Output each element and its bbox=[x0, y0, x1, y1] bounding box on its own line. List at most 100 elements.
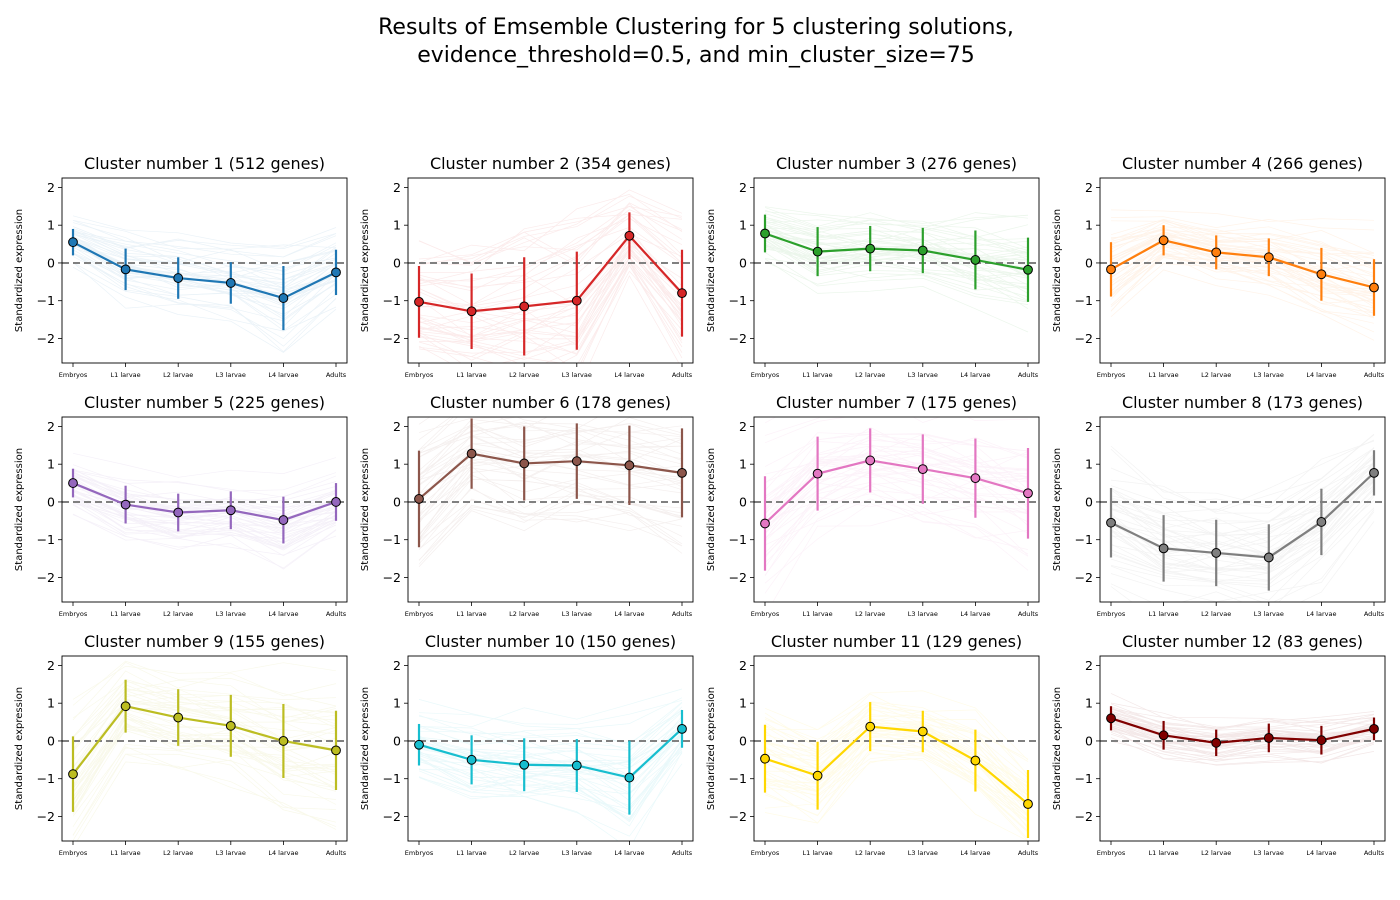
gene-trace bbox=[72, 247, 337, 295]
gene-trace bbox=[418, 237, 683, 347]
gene-trace bbox=[764, 706, 1029, 777]
gene-trace bbox=[418, 214, 683, 273]
mean-point bbox=[1023, 264, 1033, 275]
gene-trace bbox=[72, 514, 337, 569]
mean-point bbox=[414, 494, 424, 504]
gene-trace bbox=[72, 464, 337, 492]
chart-title: Cluster number 11 (129 genes) bbox=[771, 632, 1022, 651]
x-tick-label: L3 larvae bbox=[216, 849, 246, 857]
mean-point bbox=[173, 273, 184, 283]
gene-trace bbox=[764, 729, 1029, 829]
gene-trace bbox=[418, 417, 683, 454]
gene-trace bbox=[764, 471, 1029, 554]
gene-trace bbox=[764, 737, 1029, 796]
y-tick-label: 1 bbox=[393, 218, 401, 233]
gene-trace bbox=[764, 417, 941, 436]
mean-point bbox=[1158, 235, 1169, 246]
chart-panel-10: −2 −1 0 1 2 Embryos L1 larvae L2 larvae L3 larva… bbox=[360, 632, 694, 857]
gene-trace bbox=[1110, 257, 1375, 314]
mean-point bbox=[68, 237, 78, 248]
x-tick-label: L3 larvae bbox=[1254, 849, 1284, 857]
plot-area bbox=[754, 206, 1039, 333]
gene-trace bbox=[764, 223, 1029, 279]
y-axis-label: Standardized expression bbox=[706, 209, 717, 332]
gene-trace bbox=[1110, 487, 1375, 583]
gene-trace bbox=[72, 470, 337, 512]
gene-trace bbox=[72, 725, 337, 789]
gene-trace bbox=[418, 419, 683, 477]
x-tick-label: L4 larvae bbox=[1306, 610, 1336, 618]
axes-frame bbox=[61, 177, 348, 364]
mean-line bbox=[72, 241, 337, 300]
x-tick-label: Adults bbox=[1018, 849, 1039, 857]
gene-trace bbox=[1110, 477, 1375, 556]
gene-trace bbox=[72, 243, 337, 310]
gene-trace bbox=[1110, 252, 1375, 312]
gene-trace bbox=[1110, 716, 1375, 748]
gene-trace bbox=[1110, 237, 1375, 277]
figure-title: Results of Emsemble Clustering for 5 clu… bbox=[378, 15, 1014, 68]
gene-trace bbox=[764, 441, 1029, 511]
gene-trace bbox=[1110, 233, 1375, 278]
mean-point bbox=[970, 755, 981, 766]
y-tick-label: −2 bbox=[1075, 570, 1093, 585]
gene-trace bbox=[589, 275, 680, 363]
x-tick-label: Adults bbox=[326, 371, 347, 379]
gene-trace bbox=[764, 238, 1029, 279]
gene-trace bbox=[1110, 725, 1375, 744]
gene-trace bbox=[1110, 485, 1375, 571]
gene-trace bbox=[418, 257, 683, 357]
gene-trace bbox=[1110, 233, 1375, 286]
gene-trace bbox=[1110, 476, 1375, 553]
gene-trace bbox=[418, 417, 683, 451]
y-axis-label: Standardized expression bbox=[360, 209, 371, 332]
gene-trace bbox=[764, 490, 1029, 594]
gene-trace bbox=[1110, 707, 1375, 736]
gene-trace bbox=[418, 252, 683, 334]
gene-trace bbox=[1110, 720, 1375, 745]
gene-trace bbox=[72, 680, 337, 737]
gene-trace bbox=[72, 481, 337, 532]
gene-trace bbox=[72, 256, 337, 322]
gene-trace bbox=[1110, 469, 1375, 550]
axes-frame bbox=[61, 416, 348, 603]
y-tick-label: −1 bbox=[383, 771, 401, 786]
gene-trace bbox=[72, 684, 337, 750]
gene-trace bbox=[72, 232, 337, 288]
chart-title: Cluster number 1 (512 genes) bbox=[84, 154, 325, 173]
gene-trace bbox=[72, 219, 337, 250]
gene-trace bbox=[72, 477, 337, 518]
gene-trace bbox=[764, 233, 1029, 276]
gene-trace bbox=[418, 425, 683, 458]
gene-trace bbox=[764, 235, 1029, 259]
mean-point bbox=[1263, 552, 1274, 563]
x-tick-label: L3 larvae bbox=[562, 610, 592, 618]
gene-traces bbox=[1110, 693, 1375, 766]
x-tick-label: Adults bbox=[672, 371, 693, 379]
axes-frame bbox=[407, 177, 694, 364]
gene-trace bbox=[72, 753, 337, 841]
gene-trace bbox=[1110, 703, 1375, 729]
gene-trace bbox=[1110, 480, 1375, 557]
y-tick-label: −2 bbox=[1075, 809, 1093, 824]
plot-area bbox=[62, 660, 347, 841]
gene-trace bbox=[76, 761, 337, 841]
gene-trace bbox=[72, 262, 337, 332]
gene-trace bbox=[764, 435, 1029, 524]
gene-trace bbox=[418, 733, 683, 795]
gene-trace bbox=[764, 757, 1029, 833]
mean-point bbox=[331, 267, 341, 278]
gene-trace bbox=[764, 730, 1029, 822]
gene-trace bbox=[764, 450, 1029, 497]
gene-traces bbox=[418, 688, 683, 841]
gene-trace bbox=[1110, 209, 1375, 222]
y-tick-label: 2 bbox=[393, 658, 401, 673]
gene-trace bbox=[418, 751, 683, 841]
x-tick-label: L1 larvae bbox=[1149, 371, 1179, 379]
mean-point bbox=[1023, 799, 1033, 809]
gene-trace bbox=[72, 472, 337, 516]
y-tick-label: 0 bbox=[47, 733, 55, 748]
gene-trace bbox=[418, 710, 683, 744]
gene-trace bbox=[1110, 461, 1375, 556]
x-tick-label: L4 larvae bbox=[1306, 371, 1336, 379]
